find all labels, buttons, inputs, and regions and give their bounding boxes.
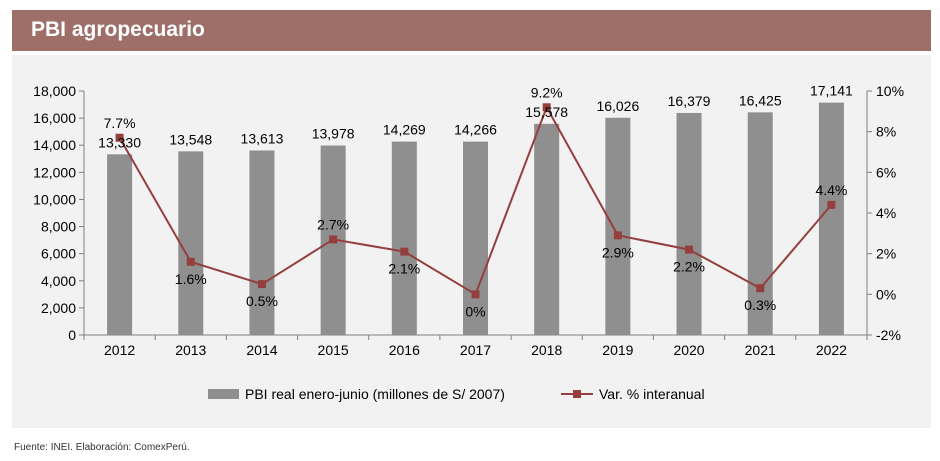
- bar-value-label: 15,578: [525, 104, 568, 120]
- y-tick-label-left: 16,000: [33, 110, 76, 126]
- legend-line-label: Var. % interanual: [599, 386, 705, 402]
- line-marker: [186, 257, 195, 266]
- legend-line-marker: [573, 390, 581, 398]
- line-value-label: 9.2%: [531, 84, 563, 100]
- x-tick-label: 2013: [175, 342, 206, 358]
- line-value-label: 0.3%: [744, 297, 776, 313]
- x-tick-label: 2018: [531, 342, 562, 358]
- line-marker: [827, 200, 836, 209]
- bar: [178, 151, 204, 335]
- line-value-label: 4.4%: [815, 182, 847, 198]
- x-tick-label: 2015: [318, 342, 349, 358]
- y-tick-label-left: 14,000: [33, 137, 76, 153]
- y-tick-label-left: 6,000: [41, 246, 76, 262]
- bar-value-label: 13,548: [169, 131, 212, 147]
- y-tick-label-right: -2%: [876, 327, 901, 343]
- combo-chart: 0 2,000 4,000 6,000 8,000 10,000 12,000 14,000 1…: [33, 83, 904, 402]
- x-tick-label: 2014: [246, 342, 277, 358]
- x-tick-label: 2020: [673, 342, 704, 358]
- y-tick-label-left: 4,000: [41, 273, 76, 289]
- y-tick-label-left: 12,000: [33, 164, 76, 180]
- legend-bar-swatch: [208, 389, 239, 399]
- line-value-label: 2.9%: [602, 244, 634, 260]
- y-tick-label-right: 10%: [876, 83, 904, 99]
- bar-value-label: 16,026: [596, 98, 639, 114]
- y-tick-label-right: 6%: [876, 164, 896, 180]
- chart-header: PBI agropecuario: [12, 10, 931, 51]
- bar-value-label: 17,141: [810, 83, 853, 99]
- x-tick-label: 2017: [460, 342, 491, 358]
- bar: [747, 112, 773, 335]
- line-marker: [542, 103, 551, 112]
- bar-value-label: 16,379: [668, 93, 711, 109]
- y-tick-label-left: 8,000: [41, 219, 76, 235]
- y-tick-label-right: 4%: [876, 205, 896, 221]
- bar-value-label: 16,425: [739, 92, 782, 108]
- bar: [605, 117, 631, 335]
- bar: [818, 102, 844, 335]
- y-tick-label-left: 10,000: [33, 191, 76, 207]
- line-value-label: 2.1%: [388, 261, 420, 277]
- line-marker: [756, 284, 765, 293]
- bar: [676, 112, 702, 335]
- y-tick-label-right: 8%: [876, 124, 896, 140]
- y-tick-label-right: 2%: [876, 246, 896, 262]
- line-value-label: 2.7%: [317, 216, 349, 232]
- y-tick-label-right: 0%: [876, 286, 896, 302]
- line-marker: [400, 247, 409, 256]
- line-marker: [471, 290, 480, 299]
- line-value-label: 1.6%: [175, 271, 207, 287]
- source-note: Fuente: INEI. Elaboración: ComexPerú.: [14, 442, 190, 453]
- y-tick-label-left: 0: [68, 327, 76, 343]
- bar: [463, 141, 488, 335]
- line-marker: [329, 235, 338, 244]
- line-value-label: 0.5%: [246, 293, 278, 309]
- bar: [534, 123, 560, 335]
- bar: [391, 141, 417, 335]
- x-tick-label: 2019: [602, 342, 633, 358]
- line-marker: [685, 245, 694, 254]
- chart-title: PBI agropecuario: [31, 18, 205, 41]
- legend-bar-label: PBI real enero-junio (millones de S/ 200…: [245, 386, 505, 402]
- bar: [107, 154, 133, 335]
- line-value-label: 0%: [465, 303, 485, 319]
- line-marker: [613, 231, 622, 240]
- bar: [249, 150, 275, 335]
- x-tick-label: 2021: [745, 342, 776, 358]
- y-tick-label-left: 18,000: [33, 83, 76, 99]
- bar-value-label: 13,330: [98, 134, 141, 150]
- line-value-label: 2.2%: [673, 259, 705, 275]
- line-marker: [257, 280, 266, 289]
- x-tick-label: 2016: [389, 342, 420, 358]
- line-marker: [115, 133, 124, 142]
- bar-value-label: 13,613: [241, 130, 284, 146]
- x-tick-label: 2012: [104, 342, 135, 358]
- bar-value-label: 13,978: [312, 126, 355, 142]
- line-value-label: 7.7%: [104, 115, 136, 131]
- bar-value-label: 14,269: [383, 122, 426, 138]
- bar-value-label: 14,266: [454, 122, 497, 138]
- chart-panel: 0 2,000 4,000 6,000 8,000 10,000 12,000 14,000 1…: [12, 55, 931, 428]
- y-tick-label-left: 2,000: [41, 300, 76, 316]
- x-tick-label: 2022: [816, 342, 847, 358]
